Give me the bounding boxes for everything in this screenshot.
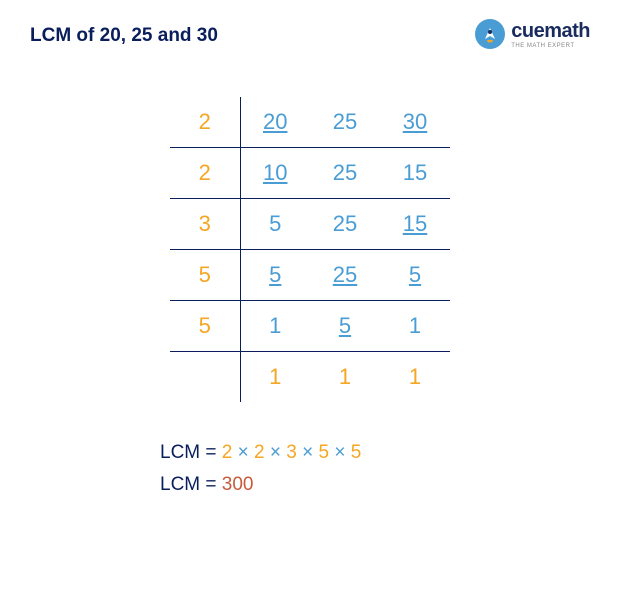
prime-factor: 2 (254, 442, 265, 463)
factor-expression: 2 × 2 × 3 × 5 × 5 (222, 442, 362, 463)
value-cell: 30 (380, 97, 450, 148)
divisor-cell (170, 352, 240, 403)
table-row: 2202530 (170, 97, 450, 148)
lcm-label: LCM (160, 442, 200, 463)
value-cell: 15 (380, 148, 450, 199)
value-cell: 10 (240, 148, 310, 199)
result-section: LCM = 2 × 2 × 3 × 5 × 5 LCM = 300 (160, 442, 590, 496)
table-row: 55255 (170, 250, 450, 301)
value-cell: 5 (240, 250, 310, 301)
equals-sign: = (205, 474, 216, 495)
value-cell: 25 (310, 97, 380, 148)
table-row: 2102515 (170, 148, 450, 199)
brand-logo: cuemath THE MATH EXPERT (474, 18, 590, 50)
prime-factor: 5 (319, 442, 330, 463)
prime-factor: 3 (286, 442, 297, 463)
table-row: 111 (170, 352, 450, 403)
divisor-cell: 5 (170, 301, 240, 352)
value-cell: 1 (380, 352, 450, 403)
lcm-label: LCM (160, 474, 200, 495)
value-cell: 25 (310, 148, 380, 199)
value-cell: 20 (240, 97, 310, 148)
answer-line: LCM = 300 (160, 474, 590, 496)
value-cell: 15 (380, 199, 450, 250)
times-sign: × (265, 442, 287, 463)
value-cell: 25 (310, 199, 380, 250)
divisor-cell: 2 (170, 148, 240, 199)
lcm-answer: 300 (222, 474, 254, 495)
prime-factor: 5 (351, 442, 362, 463)
value-cell: 25 (310, 250, 380, 301)
logo-tagline: THE MATH EXPERT (511, 43, 590, 49)
divisor-cell: 3 (170, 199, 240, 250)
table-row: 352515 (170, 199, 450, 250)
times-sign: × (297, 442, 319, 463)
divisor-cell: 2 (170, 97, 240, 148)
divisor-cell: 5 (170, 250, 240, 301)
value-cell: 5 (240, 199, 310, 250)
equals-sign: = (205, 442, 216, 463)
value-cell: 5 (380, 250, 450, 301)
logo-text: cuemath (511, 20, 590, 43)
value-cell: 1 (380, 301, 450, 352)
value-cell: 5 (310, 301, 380, 352)
lcm-division-table: 22025302102515352515552555151111 (170, 97, 450, 402)
table-row: 5151 (170, 301, 450, 352)
prime-factor: 2 (222, 442, 233, 463)
rocket-icon (474, 18, 506, 50)
value-cell: 1 (240, 352, 310, 403)
value-cell: 1 (310, 352, 380, 403)
times-sign: × (329, 442, 351, 463)
times-sign: × (232, 442, 254, 463)
factorization-line: LCM = 2 × 2 × 3 × 5 × 5 (160, 442, 590, 464)
value-cell: 1 (240, 301, 310, 352)
